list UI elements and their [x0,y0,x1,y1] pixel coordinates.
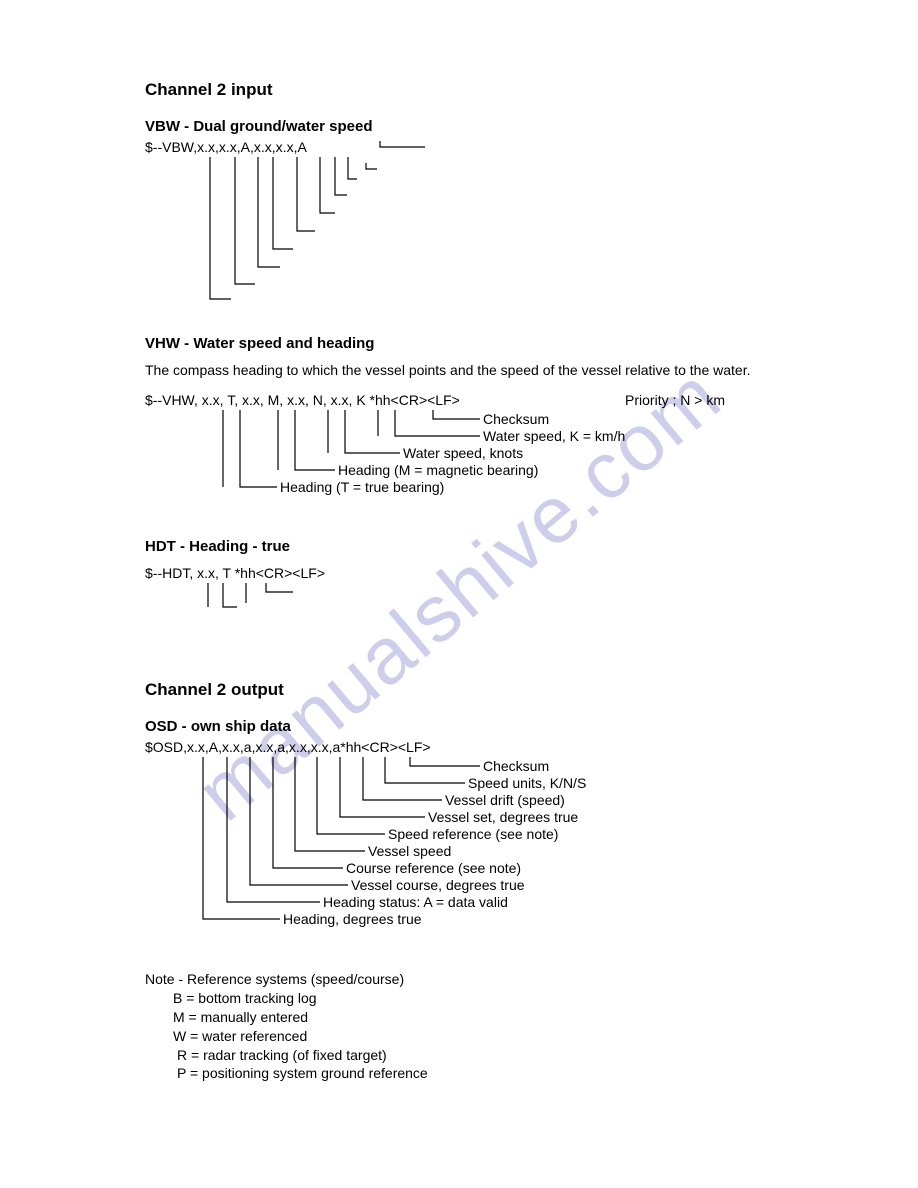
osd-label-heading: Heading, degrees true [283,911,422,927]
note-r: R = radar tracking (of fixed target) [145,1046,918,1065]
osd-label-status: Heading status: A = data valid [323,894,508,910]
vhw-description: The compass heading to which the vessel … [145,362,918,378]
hdt-diagram: $--HDT, x.x, T *hh<CR><LF> [145,565,445,620]
osd-block: OSD - own ship data $OSD,x.x,A,x.x,a,x.x… [145,718,918,944]
note-b: B = bottom tracking log [145,989,918,1008]
osd-label-checksum: Checksum [483,758,549,774]
note-m: M = manually entered [145,1008,918,1027]
osd-diagram: $OSD,x.x,A,x.x,a,x.x,a,x.x,x.x,a*hh<CR><… [145,739,705,944]
vbw-diagram: $--VBW,x.x,x.x,A,x.x,x.x,A [145,139,445,309]
vhw-label-speed-kmh: Water speed, K = km/h [483,428,625,444]
osd-label-units: Speed units, K/N/S [468,775,586,791]
channel-2-input-heading: Channel 2 input [145,80,918,100]
osd-notes: Note - Reference systems (speed/course) … [145,970,918,1083]
osd-label-set: Vessel set, degrees true [428,809,578,825]
hdt-block: HDT - Heading - true $--HDT, x.x, T *hh<… [145,538,918,620]
hdt-title: HDT - Heading - true [145,538,918,555]
osd-label-drift: Vessel drift (speed) [445,792,565,808]
vhw-diagram: $--VHW, x.x, T, x.x, M, x.x, N, x.x, K *… [145,392,785,512]
osd-label-spd-ref: Speed reference (see note) [388,826,558,842]
vhw-label-heading-t: Heading (T = true bearing) [280,479,444,495]
note-p: P = positioning system ground reference [145,1064,918,1083]
vbw-block: VBW - Dual ground/water speed $--VBW,x.x… [145,118,918,309]
vhw-label-checksum: Checksum [483,411,549,427]
vhw-title: VHW - Water speed and heading [145,335,918,352]
vhw-label-heading-m: Heading (M = magnetic bearing) [338,462,538,478]
vhw-block: VHW - Water speed and heading The compas… [145,335,918,512]
note-title: Note - Reference systems (speed/course) [145,970,918,989]
note-w: W = water referenced [145,1027,918,1046]
osd-label-speed: Vessel speed [368,843,451,859]
osd-label-course: Vessel course, degrees true [351,877,525,893]
vhw-label-speed-kn: Water speed, knots [403,445,523,461]
osd-label-crs-ref: Course reference (see note) [346,860,521,876]
osd-title: OSD - own ship data [145,718,918,735]
channel-2-output-heading: Channel 2 output [145,680,918,700]
vbw-title: VBW - Dual ground/water speed [145,118,918,135]
